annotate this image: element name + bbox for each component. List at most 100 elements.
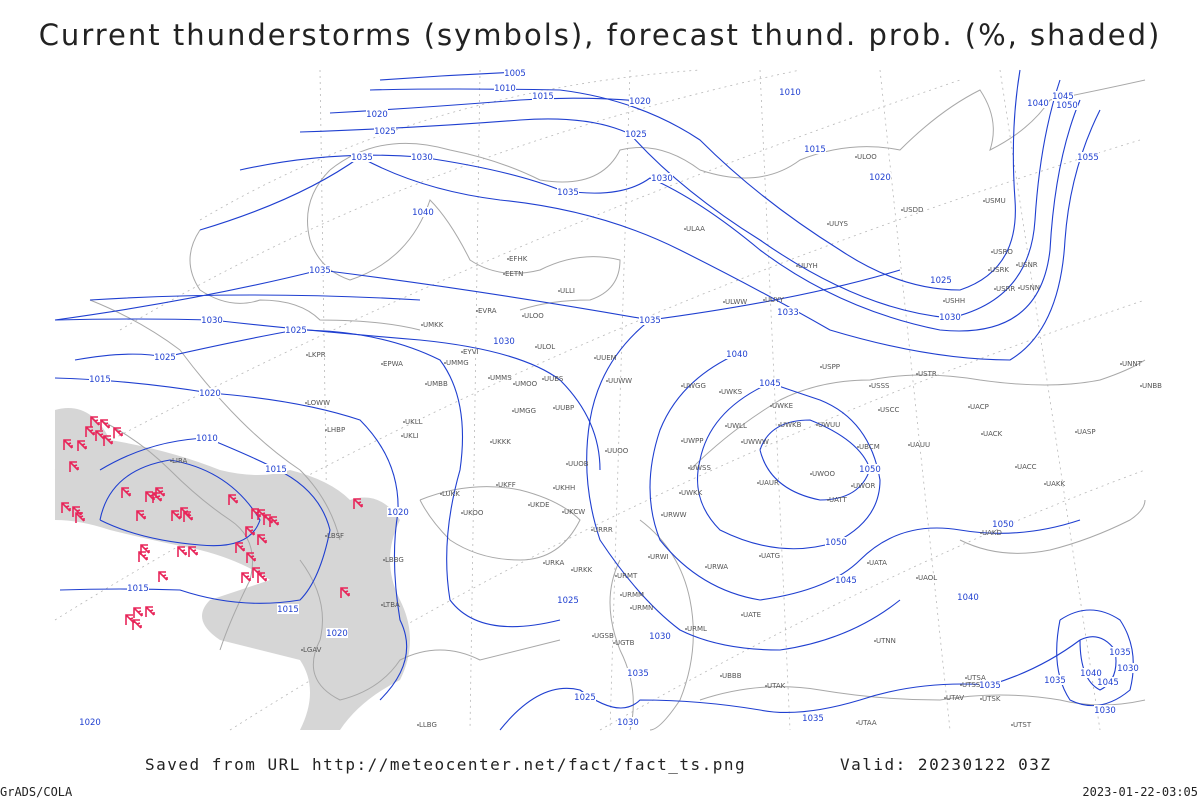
thunderstorm-symbol [269,516,279,527]
isobar-label: 1045 [759,379,781,389]
station-label: UMOO [515,380,538,388]
station-label: LBBG [385,556,404,564]
station-dot [1015,466,1017,468]
thunderstorm-symbol [245,526,255,537]
station-dot [1044,483,1046,485]
isobar-label-bg [1094,705,1116,715]
isobar-label-bg [1080,668,1102,678]
station-label: UAKD [982,529,1002,537]
station-dot [994,288,996,290]
station-dot [796,265,798,267]
isobar-label-bg [726,349,748,359]
station-dot [763,299,765,301]
thunderstorm-symbol [257,572,267,583]
isobar-label-bg [326,628,348,638]
station-dot [759,555,761,557]
isobar-label: 1025 [557,596,579,606]
isobar-label-bg [627,668,649,678]
station-label: UNBB [1142,382,1162,390]
station-dot [522,315,524,317]
isobar-label: 1050 [1056,101,1078,111]
station-label: UTAA [858,719,877,727]
station-dot [688,467,690,469]
isobar-label-bg [1056,100,1078,110]
thunderstorm-symbol [183,511,193,522]
station-label: UUYY [765,296,785,304]
station-label: EETN [505,270,523,278]
isobar-label: 1030 [1094,706,1116,716]
thunderstorm-symbol [121,487,131,498]
station-label: USDD [903,206,923,214]
isobar-label: 1035 [1109,648,1131,658]
station-dot [488,377,490,379]
station-dot [476,310,478,312]
isobar-label: 1035 [979,681,1001,691]
isobar-label: 1035 [627,669,649,679]
isobar-label: 1035 [351,153,373,163]
station-label: USPP [822,363,840,371]
thunderstorm-symbol [140,544,150,555]
station-dot [461,512,463,514]
station-dot [542,378,544,380]
station-dot [1018,287,1020,289]
station-label: LLBG [419,721,437,729]
station-dot [681,440,683,442]
source-url: Saved from URL http://meteocenter.net/fa… [145,755,746,774]
station-label: UAOL [918,574,937,582]
station-dot [965,677,967,679]
station-label: UUBP [555,404,574,412]
station-label: UTAK [767,682,786,690]
isobar-label-bg [1097,677,1119,687]
isobar-label: 1025 [625,130,647,140]
isobar-label-bg [494,83,516,93]
thunderstorm-symbol [171,510,181,521]
valid-time: Valid: 20230122 03Z [840,755,1052,774]
station-label: ULLI [560,287,575,295]
station-label: UTST [1013,721,1032,729]
station-label: UTNN [876,637,896,645]
station-dot [383,559,385,561]
station-label: USTR [918,370,937,378]
station-dot [685,628,687,630]
station-dot [778,424,780,426]
station-label: ULOO [857,153,877,161]
isobar-label-bg [1077,152,1099,162]
station-dot [381,604,383,606]
station-label: USHH [945,297,965,305]
station-dot [503,273,505,275]
station-dot [943,300,945,302]
station-dot [960,684,962,686]
station-label: USMU [985,197,1006,205]
station-label: UGTB [615,639,635,647]
thunderstorm-symbol [61,502,71,513]
isobar-label-bg [351,152,373,162]
isobar-label-bg [557,187,579,197]
station-label: UKOO [463,509,484,517]
station-dot [765,685,767,687]
station-dot [571,569,573,571]
station-dot [496,484,498,486]
isobar-label: 1033 [777,308,799,318]
thunderstorm-symbol [257,509,267,520]
station-dot [325,429,327,431]
station-dot [816,424,818,426]
station-label: UACK [983,430,1003,438]
station-label: EFHK [509,255,528,263]
station-label: URWW [663,511,687,519]
isobar-label-bg [869,172,891,182]
isobar-label: 1050 [859,465,881,475]
station-label: URRR [593,526,613,534]
station-dot [1120,363,1122,365]
thunderstorm-symbol [158,571,168,582]
station-dot [606,380,608,382]
isobar-label: 1040 [412,208,434,218]
isobar-label-bg [1052,91,1074,101]
station-dot [1075,431,1077,433]
thunderstorm-symbol [90,416,100,427]
isobar-label-bg [89,374,111,384]
station-label: USRO [993,248,1013,256]
thunderstorm-symbol [246,552,256,563]
